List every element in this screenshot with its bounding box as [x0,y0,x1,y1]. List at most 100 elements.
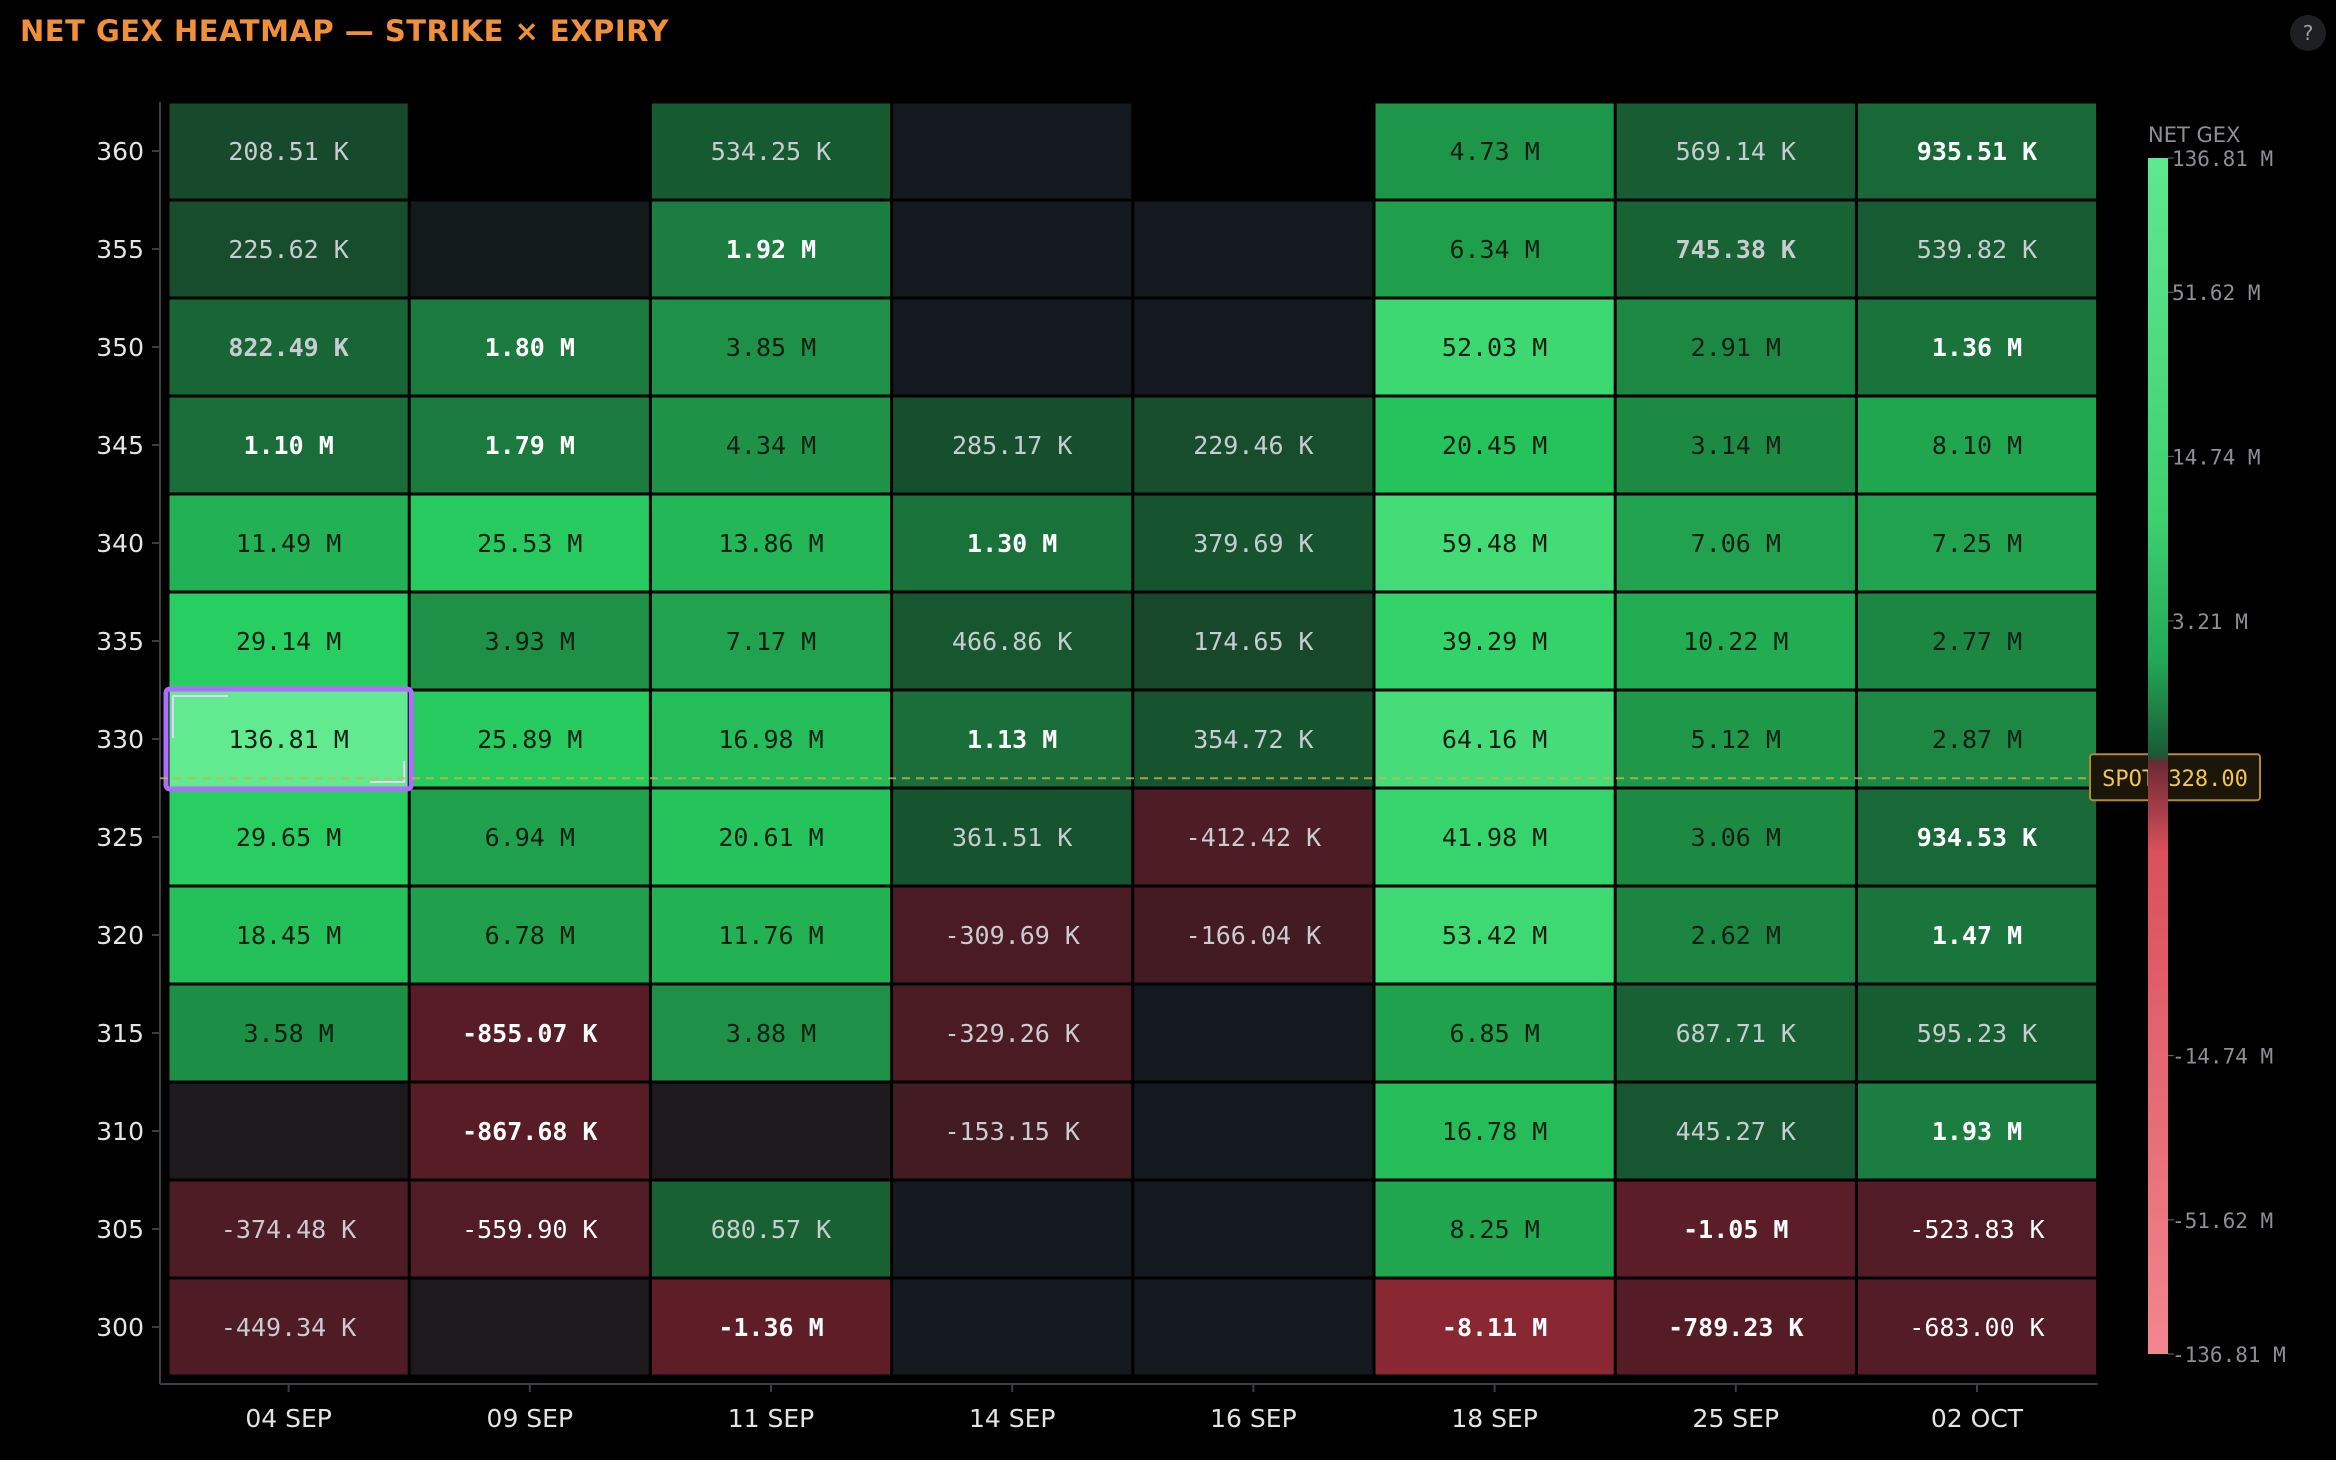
heatmap-cell[interactable] [410,1279,649,1375]
heatmap-cell[interactable] [1857,1279,2097,1375]
heatmap-cell[interactable] [169,1279,408,1375]
heatmap-cell[interactable] [1375,691,1614,787]
heatmap-cell[interactable] [1857,691,2097,787]
heatmap-cell[interactable] [893,789,1132,885]
heatmap-cell[interactable] [1616,1083,1855,1179]
heatmap-cell[interactable] [651,985,891,1081]
heatmap-cell[interactable] [1134,1279,1373,1375]
heatmap-cell[interactable] [651,397,891,493]
heatmap-cell[interactable] [893,985,1132,1081]
heatmap-cell[interactable] [1134,985,1373,1081]
heatmap-cell[interactable] [1857,201,2097,297]
heatmap-cell[interactable] [1134,789,1373,885]
heatmap-cell[interactable] [1375,397,1614,493]
heatmap-cell[interactable] [893,691,1132,787]
heatmap-cell[interactable] [651,593,891,689]
heatmap-cell[interactable] [169,789,408,885]
heatmap-cell[interactable] [1375,1279,1614,1375]
heatmap-cell[interactable] [651,1181,891,1277]
heatmap-cell[interactable] [893,1279,1132,1375]
heatmap-cell[interactable] [410,789,649,885]
heatmap-cell[interactable] [1134,299,1373,395]
heatmap-cell[interactable] [893,495,1132,591]
heatmap-cell[interactable] [1616,789,1855,885]
heatmap-cell[interactable] [1857,887,2097,983]
heatmap-cell[interactable] [893,103,1132,199]
heatmap-cell[interactable] [1134,1083,1373,1179]
heatmap-cell[interactable] [1616,691,1855,787]
heatmap-cell[interactable] [1134,495,1373,591]
heatmap-cell[interactable] [651,299,891,395]
heatmap-cell[interactable] [651,691,891,787]
heatmap-cell[interactable] [1375,593,1614,689]
heatmap-cell[interactable] [651,1083,891,1179]
heatmap-cell[interactable] [1134,201,1373,297]
heatmap-cell[interactable] [169,397,408,493]
heatmap-cell[interactable] [1857,397,2097,493]
heatmap-cell[interactable] [410,593,649,689]
heatmap-cell[interactable] [1375,985,1614,1081]
heatmap-cell[interactable] [1616,201,1855,297]
heatmap-cell[interactable] [1857,1181,2097,1277]
heatmap-cell[interactable] [1616,1279,1855,1375]
heatmap-cell[interactable] [410,887,649,983]
heatmap-cell[interactable] [1375,887,1614,983]
heatmap-cell[interactable] [893,299,1132,395]
heatmap-cell[interactable] [893,887,1132,983]
heatmap-cell[interactable] [1375,201,1614,297]
heatmap-cell[interactable] [1134,887,1373,983]
heatmap-cell[interactable] [1375,103,1614,199]
heatmap-cell[interactable] [1616,887,1855,983]
heatmap-cell[interactable] [1857,1083,2097,1179]
heatmap-cell[interactable] [1857,103,2097,199]
heatmap-cell[interactable] [651,789,891,885]
heatmap-cell[interactable] [651,103,891,199]
heatmap-cell[interactable] [1857,593,2097,689]
heatmap-cell[interactable] [410,1181,649,1277]
heatmap-cell[interactable] [651,887,891,983]
heatmap-cell[interactable] [1616,397,1855,493]
heatmap-cell[interactable] [1134,593,1373,689]
heatmap-cell[interactable] [169,201,408,297]
heatmap-cell[interactable] [410,201,649,297]
heatmap-cell[interactable] [1375,1181,1614,1277]
heatmap-cell[interactable] [1375,1083,1614,1179]
help-button[interactable]: ? [2290,15,2326,51]
heatmap-cell[interactable] [1857,299,2097,395]
heatmap-cell[interactable] [1857,495,2097,591]
heatmap-cell[interactable] [169,887,408,983]
heatmap-cell[interactable] [169,299,408,395]
heatmap-cell[interactable] [893,201,1132,297]
heatmap-cell[interactable] [1134,1181,1373,1277]
heatmap-cell[interactable] [893,1083,1132,1179]
heatmap-cell[interactable] [1616,495,1855,591]
heatmap-cell[interactable] [1616,593,1855,689]
heatmap-cell[interactable] [169,1083,408,1179]
heatmap-cell[interactable] [410,299,649,395]
heatmap-cell[interactable] [169,593,408,689]
heatmap-cell[interactable] [893,397,1132,493]
heatmap-cell[interactable] [893,593,1132,689]
heatmap-cell[interactable] [410,691,649,787]
heatmap-cell[interactable] [1375,495,1614,591]
heatmap-cell[interactable] [1857,985,2097,1081]
heatmap-cell[interactable] [169,985,408,1081]
heatmap-cell[interactable] [1134,691,1373,787]
heatmap-cell[interactable] [1857,789,2097,885]
heatmap-cell[interactable] [1375,299,1614,395]
heatmap-cell[interactable] [169,1181,408,1277]
heatmap-cell[interactable] [410,495,649,591]
heatmap-cell[interactable] [651,1279,891,1375]
heatmap-cell[interactable] [1616,985,1855,1081]
heatmap-cell[interactable] [893,1181,1132,1277]
heatmap-cell[interactable] [1616,1181,1855,1277]
heatmap-cell[interactable] [169,103,408,199]
heatmap-cell[interactable] [1616,299,1855,395]
heatmap-cell[interactable] [1616,103,1855,199]
heatmap-cell[interactable] [410,1083,649,1179]
heatmap-cell[interactable] [169,495,408,591]
heatmap-cell[interactable] [1134,397,1373,493]
heatmap-cell[interactable] [651,495,891,591]
heatmap-cell[interactable] [1375,789,1614,885]
heatmap-cell[interactable] [410,985,649,1081]
